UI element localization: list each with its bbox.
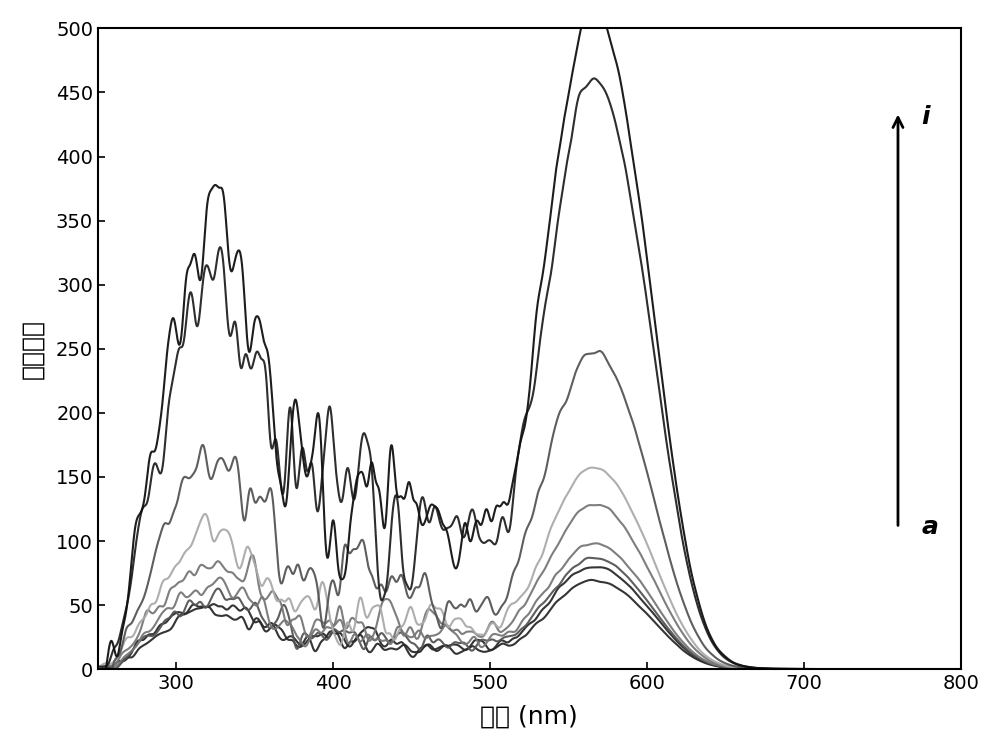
X-axis label: 波长 (nm): 波长 (nm) (480, 704, 578, 728)
Y-axis label: 散射强度: 散射强度 (21, 319, 45, 379)
Text: a: a (922, 515, 938, 539)
Text: i: i (922, 106, 930, 130)
